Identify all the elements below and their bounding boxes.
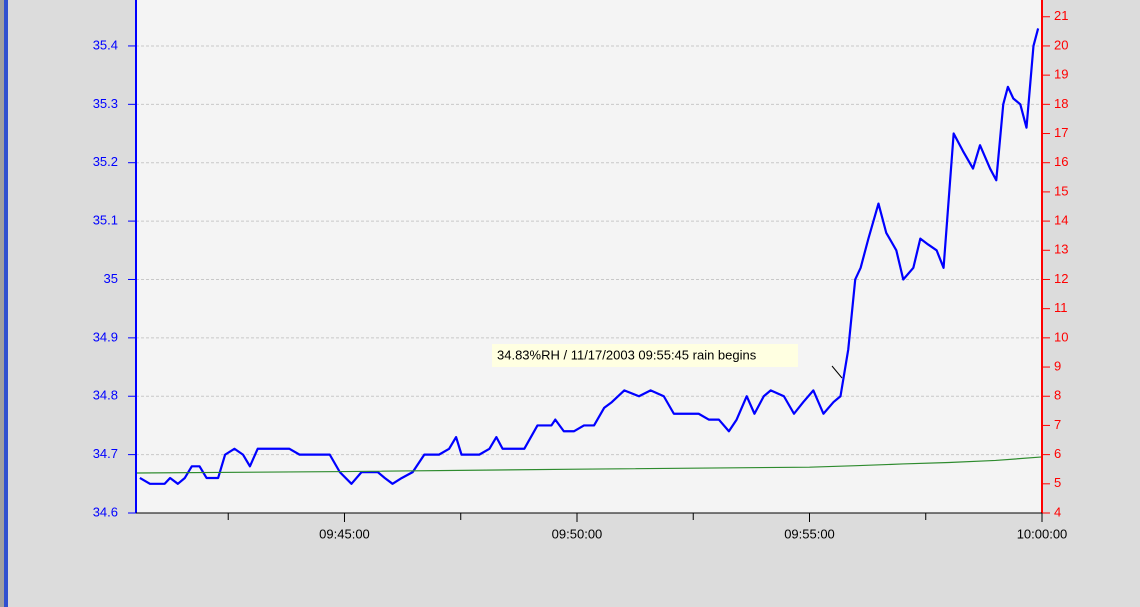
y-tick-label: 34.9 [93, 329, 118, 344]
y2-tick-label: 16 [1054, 154, 1068, 169]
x-tick-label: 09:50:00 [552, 526, 603, 541]
y2-tick-label: 8 [1054, 388, 1061, 403]
x-tick-label: 10:00:00 [1017, 526, 1068, 541]
annotation-box [492, 344, 798, 367]
y-tick-label: 35.1 [93, 213, 118, 228]
annotation-text: 34.83%RH / 11/17/2003 09:55:45 rain begi… [497, 347, 757, 362]
left-edge-blue [4, 0, 8, 607]
y2-tick-label: 20 [1054, 37, 1068, 52]
y2-tick-label: 7 [1054, 417, 1061, 432]
series-line [135, 456, 1043, 474]
y-tick-label: 34.7 [93, 446, 118, 461]
y-tick-label: 35.2 [93, 154, 118, 169]
y2-tick-label: 11 [1054, 300, 1068, 315]
y2-tick-label: 15 [1054, 183, 1068, 198]
y2-tick-label: 21 [1054, 8, 1068, 23]
y2-tick-label: 4 [1054, 504, 1061, 519]
y-tick-label: 35 [104, 271, 118, 286]
x-tick-label: 09:45:00 [319, 526, 370, 541]
y2-tick-label: 14 [1054, 213, 1068, 228]
series-line [139, 28, 1040, 485]
y2-tick-label: 12 [1054, 271, 1068, 286]
lines [135, 28, 1043, 485]
axes: 34.6 34.7 34.8 34.9 35 35.1 35.2 35.3 35.4 4 5 6 7 8 9… [93, 0, 1068, 541]
x-tick-label: 09:55:00 [784, 526, 835, 541]
y2-tick-label: 9 [1054, 358, 1061, 373]
y-tick-label: 35.4 [93, 37, 118, 52]
y2-tick-label: 19 [1054, 67, 1068, 82]
y-tick-label: 34.8 [93, 388, 118, 403]
y2-tick-label: 17 [1054, 125, 1068, 140]
y2-tick-label: 5 [1054, 475, 1061, 490]
y2-tick-label: 18 [1054, 96, 1068, 111]
annotation: 34.83%RH / 11/17/2003 09:55:45 rain begi… [492, 344, 843, 379]
annotation-pointer [831, 365, 843, 379]
y2-tick-label: 13 [1054, 242, 1068, 257]
y-tick-label: 34.6 [93, 504, 118, 519]
plot-area [136, 0, 1042, 513]
left-edge [0, 0, 4, 607]
y2-tick-label: 6 [1054, 446, 1061, 461]
y-tick-label: 35.3 [93, 96, 118, 111]
y2-tick-label: 10 [1054, 329, 1068, 344]
